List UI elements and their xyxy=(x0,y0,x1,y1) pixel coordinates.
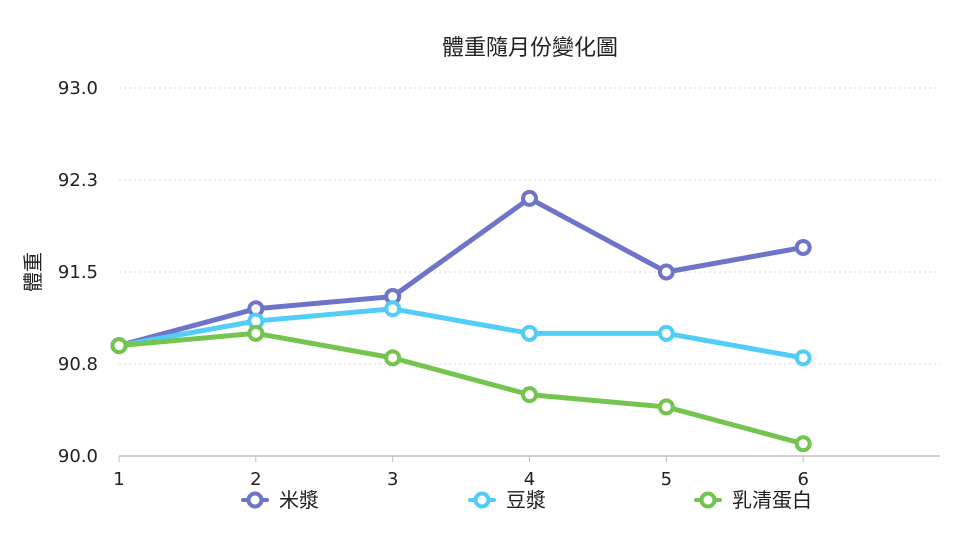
legend-label: 乳清蛋白 xyxy=(732,488,812,512)
x-tick-label: 6 xyxy=(797,469,808,490)
y-tick-label: 90.8 xyxy=(58,354,98,375)
series-2 xyxy=(110,300,812,367)
axis-layer: 90.0 90.8 91.5 92.3 93.0 1 2 3 4 5 6 xyxy=(58,78,940,490)
legend-label: 米漿 xyxy=(279,488,319,512)
legend-item: 米漿 xyxy=(241,488,319,512)
data-point xyxy=(794,238,812,256)
data-point xyxy=(521,324,538,342)
legend-item: 豆漿 xyxy=(468,488,546,512)
series-line xyxy=(116,306,806,361)
data-point xyxy=(384,300,402,318)
data-point xyxy=(657,398,675,416)
data-point xyxy=(521,189,538,207)
y-tick-label: 92.3 xyxy=(58,170,98,191)
x-tick-label: 4 xyxy=(524,469,535,490)
legend-marker xyxy=(473,491,491,509)
data-point xyxy=(247,324,265,342)
x-tick-label: 2 xyxy=(250,469,261,490)
y-tick-label: 90.0 xyxy=(58,446,98,467)
legend: 米漿 豆漿 乳清蛋白 xyxy=(241,488,812,512)
y-axis-label-group: 體重 xyxy=(21,252,45,292)
data-point xyxy=(521,386,538,404)
data-point xyxy=(794,349,812,367)
y-axis-label: 體重 xyxy=(21,252,45,292)
series-line xyxy=(116,195,806,349)
legend-item: 乳清蛋白 xyxy=(694,488,812,512)
chart-title: 體重隨月份變化圖 xyxy=(442,36,618,61)
legend-label: 豆漿 xyxy=(506,488,546,512)
x-tick-label: 5 xyxy=(661,469,672,490)
legend-marker xyxy=(246,491,264,509)
data-point xyxy=(384,349,402,367)
series-line xyxy=(116,330,806,447)
legend-marker xyxy=(699,491,717,509)
x-tick-label: 3 xyxy=(387,469,398,490)
series-3 xyxy=(110,324,812,453)
y-tick-label: 93.0 xyxy=(58,78,98,99)
data-point xyxy=(794,435,812,453)
x-tick-label: 1 xyxy=(113,469,124,490)
y-tick-label: 91.5 xyxy=(58,262,98,283)
data-point xyxy=(110,337,128,355)
series-layer xyxy=(110,189,812,453)
data-point xyxy=(657,263,675,281)
data-point xyxy=(657,324,675,342)
